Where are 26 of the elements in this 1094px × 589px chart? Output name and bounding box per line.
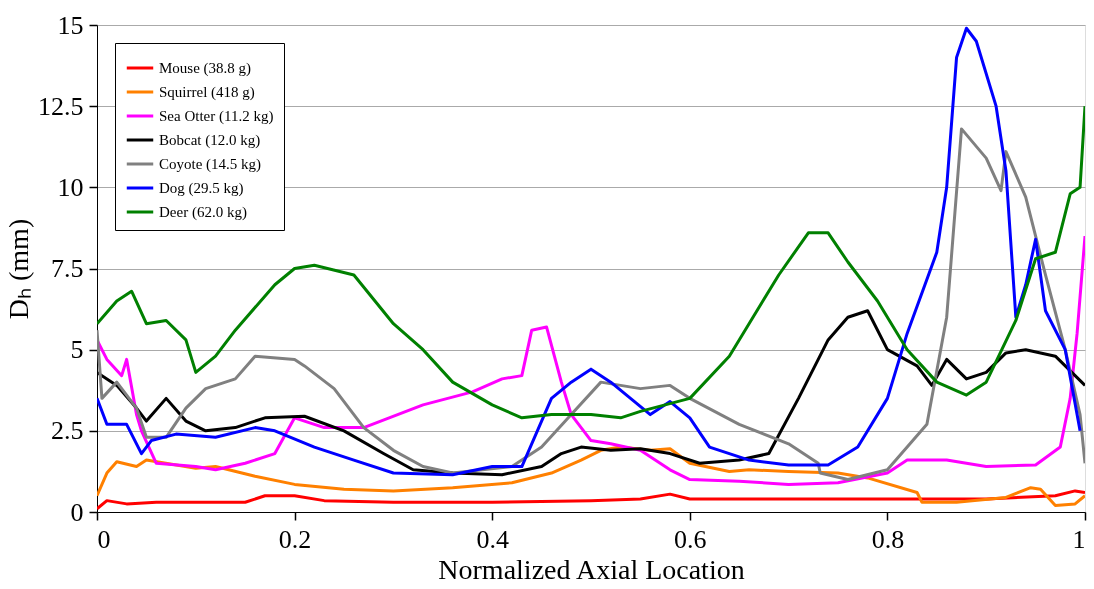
y-tick-label: 5 xyxy=(70,335,84,365)
x-tick-label: 0.6 xyxy=(674,524,707,554)
x-tick-label: 0.2 xyxy=(278,524,312,554)
y-tick-label: 2.5 xyxy=(51,416,84,446)
legend-label: Bobcat (12.0 kg) xyxy=(159,132,261,149)
line-series xyxy=(97,127,1085,482)
legend-label: Dog (29.5 kg) xyxy=(159,180,244,197)
legend-label: Coyote (14.5 kg) xyxy=(159,156,262,173)
legend-label: Mouse (38.8 g) xyxy=(159,60,252,77)
y-tick-label: 7.5 xyxy=(51,254,84,283)
x-tick-label: 0.4 xyxy=(476,524,509,554)
y-axis-title: Dₕ (mm) xyxy=(3,218,34,320)
line-series xyxy=(97,26,1082,477)
x-tick-label: 1 xyxy=(1072,524,1086,554)
line-series xyxy=(97,234,1085,486)
y-tick-label: 10 xyxy=(57,172,84,202)
y-tick-label: 0 xyxy=(70,497,84,527)
x-tick-label: 0.8 xyxy=(871,524,905,554)
y-tick-label: 15 xyxy=(57,10,84,40)
x-axis-title: Normalized Axial Location xyxy=(438,553,745,585)
line-series xyxy=(97,104,1085,420)
x-tick-label: 0 xyxy=(97,524,111,554)
y-tick-label: 12.5 xyxy=(38,91,84,121)
legend-label: Sea Otter (11.2 kg) xyxy=(159,108,274,125)
legend-label: Squirrel (418 g) xyxy=(159,84,255,101)
legend-label: Deer (62.0 kg) xyxy=(159,204,247,221)
